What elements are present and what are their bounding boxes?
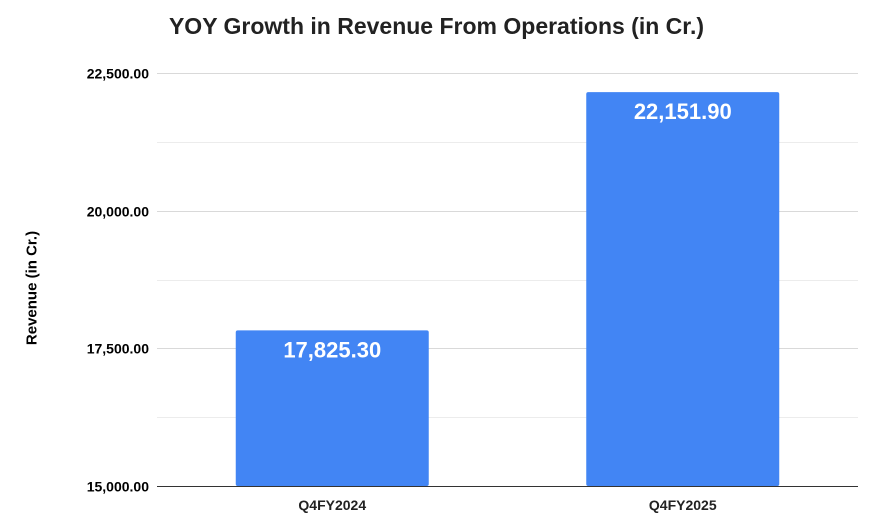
y-tick-label: 15,000.00	[87, 479, 149, 495]
data-label: 22,151.90	[634, 99, 732, 124]
bar[interactable]	[586, 92, 780, 487]
data-label: 17,825.30	[283, 337, 381, 362]
chart-title: YOY Growth in Revenue From Operations (i…	[168, 13, 705, 39]
x-tick-label: Q4FY2025	[649, 497, 717, 513]
y-tick-label: 22,500.00	[87, 66, 149, 82]
bar[interactable]	[235, 330, 429, 486]
y-tick-label: 20,000.00	[87, 204, 149, 220]
x-tick-label: Q4FY2024	[298, 497, 366, 513]
y-tick-label: 17,500.00	[87, 341, 149, 357]
